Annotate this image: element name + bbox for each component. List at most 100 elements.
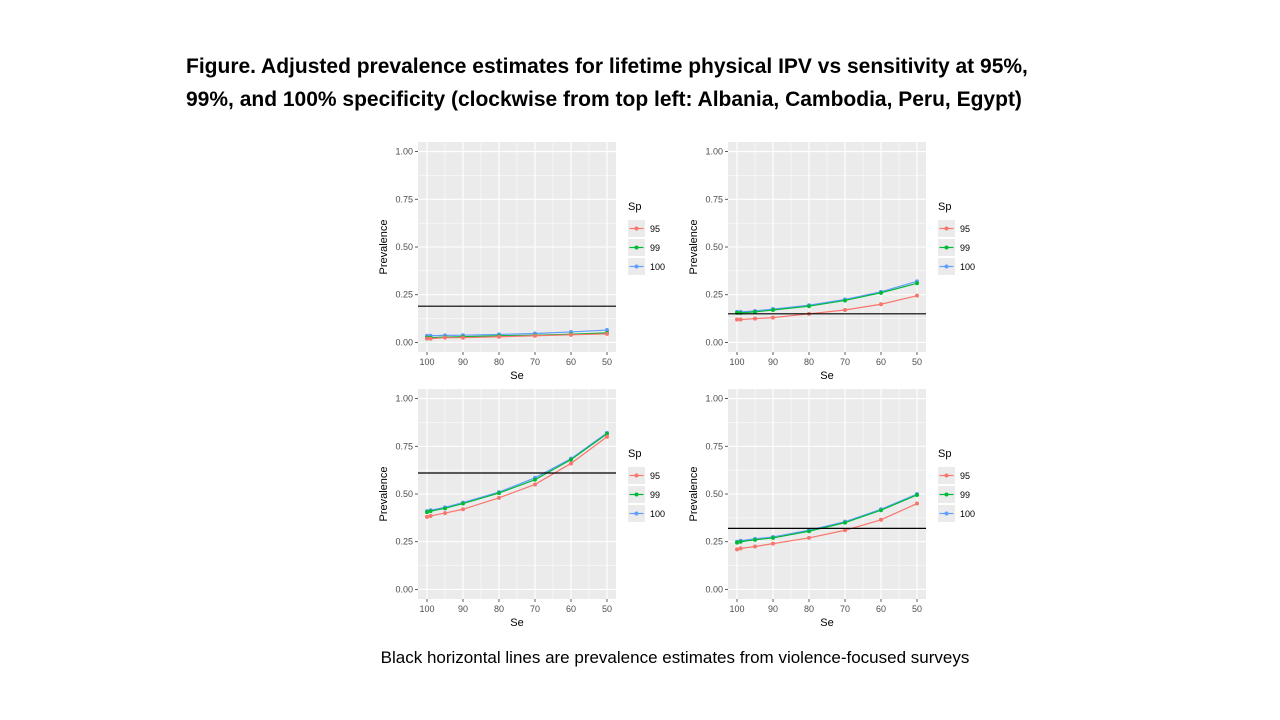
data-point-sp95 [771, 541, 775, 546]
data-point-sp95 [735, 317, 739, 322]
series-line-sp100 [737, 280, 918, 313]
x-axis-title: Se [820, 370, 833, 382]
x-tick-label: 70 [530, 357, 540, 367]
chart-panel-albania: 0.00 0.25 0.50 0.75 1.00 100 90 80 70 60 50 Se Preva… [370, 140, 680, 385]
chart-svg: 0.00 0.25 0.50 0.75 1.00 100 90 80 70 60 50 Se Preva… [688, 142, 975, 382]
x-tick-label: 50 [912, 604, 922, 614]
legend-key-point-sp100 [944, 264, 949, 269]
legend-label-sp99: 99 [960, 243, 970, 253]
x-tick-label: 90 [768, 604, 778, 614]
chart-svg: 0.00 0.25 0.50 0.75 1.00 100 90 80 70 60 50 Se Preva… [378, 142, 665, 382]
data-point-sp95 [605, 331, 609, 336]
y-tick-label: 0.50 [705, 489, 723, 499]
x-tick-label: 60 [876, 357, 886, 367]
data-point-sp95 [753, 544, 757, 549]
x-tick-label: 70 [840, 357, 850, 367]
x-tick-label: 80 [804, 357, 814, 367]
y-tick-label: 0.00 [395, 337, 413, 347]
x-tick-label: 70 [530, 604, 540, 614]
data-point-sp99 [807, 529, 811, 534]
legend-label-sp99: 99 [650, 490, 660, 500]
x-tick-label: 80 [494, 357, 504, 367]
data-point-sp95 [425, 336, 429, 341]
y-tick-label: 0.25 [705, 537, 723, 547]
x-tick-label: 60 [566, 604, 576, 614]
data-point-sp95 [879, 302, 883, 307]
legend-title: Sp [938, 201, 951, 213]
data-point-sp95 [915, 293, 919, 298]
x-tick-label: 100 [419, 357, 434, 367]
legend-key-point-sp95 [634, 226, 639, 231]
chart-panel-peru: 0.00 0.25 0.50 0.75 1.00 100 90 80 70 60 50 Se Preva… [370, 387, 680, 632]
series-line-sp99 [426, 433, 608, 513]
x-tick-label: 90 [458, 357, 468, 367]
y-tick-label: 0.75 [705, 194, 723, 204]
data-point-sp95 [533, 482, 537, 487]
x-tick-label: 90 [768, 357, 778, 367]
y-axis-title: Prevalence [688, 466, 700, 521]
data-point-sp99 [807, 304, 811, 309]
data-point-sp99 [497, 491, 501, 496]
data-point-sp95 [428, 513, 433, 518]
data-point-sp99 [753, 309, 757, 314]
data-point-sp99 [843, 520, 847, 525]
legend-label-sp99: 99 [650, 243, 660, 253]
legend-key-point-sp95 [944, 473, 949, 478]
x-tick-label: 90 [458, 604, 468, 614]
y-tick-label: 0.25 [705, 290, 723, 300]
legend-label-sp100: 100 [960, 262, 975, 272]
data-point-sp95 [753, 316, 757, 321]
y-tick-label: 1.00 [705, 394, 723, 404]
data-point-sp95 [605, 434, 609, 439]
data-point-sp99 [605, 431, 609, 436]
x-tick-label: 60 [566, 357, 576, 367]
data-point-sp95 [807, 535, 811, 540]
data-point-sp95 [843, 308, 847, 312]
legend-label-sp95: 95 [960, 471, 970, 481]
legend-key-point-sp99 [634, 492, 639, 497]
series-line-sp95 [426, 436, 608, 518]
data-point-sp99 [569, 457, 573, 462]
legend-key-point-sp100 [634, 511, 639, 516]
series-line-sp100 [426, 432, 608, 512]
figure-caption: Black horizontal lines are prevalence es… [380, 648, 970, 667]
y-axis-title: Prevalence [378, 466, 390, 521]
data-point-sp99 [738, 539, 743, 544]
x-tick-label: 50 [602, 357, 612, 367]
data-point-sp99 [915, 281, 919, 286]
x-tick-label: 100 [729, 604, 744, 614]
y-tick-label: 0.00 [705, 584, 723, 594]
legend-title: Sp [628, 448, 641, 460]
legend-key-point-sp99 [634, 245, 639, 250]
y-tick-label: 0.75 [395, 194, 413, 204]
chart-svg: 0.00 0.25 0.50 0.75 1.00 100 90 80 70 60 50 Se Preva… [378, 389, 665, 629]
series-line-sp99 [736, 494, 918, 544]
data-point-sp99 [771, 535, 775, 540]
data-point-sp99 [915, 492, 919, 497]
data-point-sp95 [428, 336, 433, 341]
legend-label-sp99: 99 [960, 490, 970, 500]
series-line-sp99 [737, 282, 918, 314]
y-tick-label: 0.25 [395, 537, 413, 547]
data-point-sp99 [428, 509, 433, 514]
x-tick-label: 50 [602, 604, 612, 614]
data-point-sp95 [443, 335, 447, 340]
x-tick-label: 80 [804, 604, 814, 614]
legend-key-point-sp100 [944, 511, 949, 516]
chart-panel-egypt: 0.00 0.25 0.50 0.75 1.00 100 90 80 70 60 50 Se Preva… [680, 387, 990, 632]
x-axis-title: Se [510, 370, 523, 382]
data-point-sp95 [425, 514, 429, 519]
x-axis-title: Se [510, 617, 523, 629]
series-line-sp100 [736, 493, 918, 543]
y-tick-label: 0.25 [395, 290, 413, 300]
legend-label-sp95: 95 [650, 224, 660, 234]
data-point-sp95 [497, 334, 501, 339]
data-point-sp99 [879, 508, 883, 513]
data-point-sp99 [879, 290, 883, 295]
legend-label-sp95: 95 [650, 471, 660, 481]
x-tick-label: 70 [840, 604, 850, 614]
data-point-sp95 [569, 332, 573, 337]
y-tick-label: 1.00 [395, 394, 413, 404]
data-point-sp95 [771, 315, 775, 320]
y-tick-label: 0.50 [395, 242, 413, 252]
